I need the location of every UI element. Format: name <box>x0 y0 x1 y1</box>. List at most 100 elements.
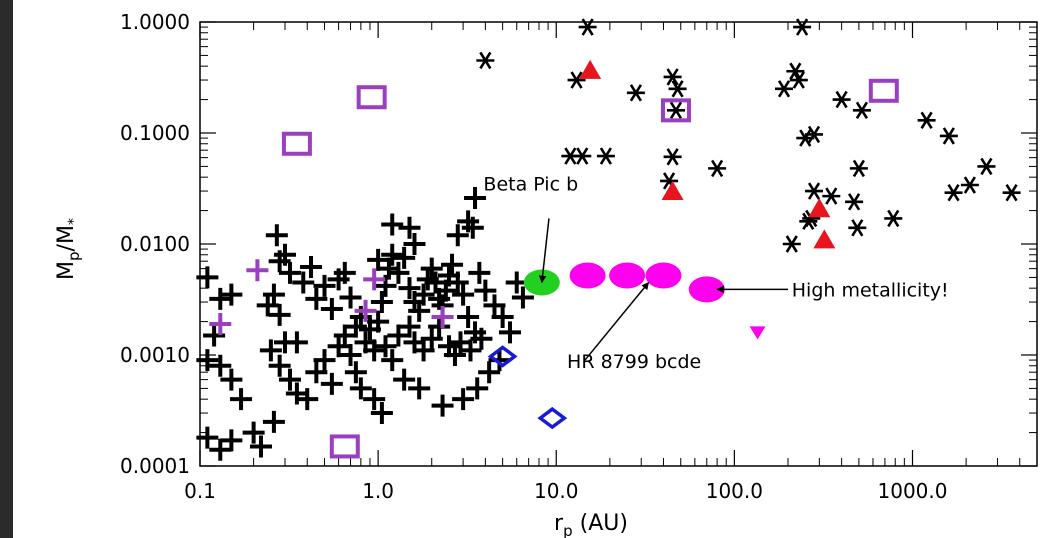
series-diamond <box>487 345 568 430</box>
star-point <box>1002 183 1021 202</box>
plus-point <box>230 388 253 411</box>
diamond-point <box>487 345 518 368</box>
square-point <box>281 131 312 156</box>
star-point <box>476 51 495 70</box>
plus-point <box>339 344 362 366</box>
plus-point <box>381 243 404 266</box>
plus-point <box>344 361 367 384</box>
plus-point <box>464 186 487 209</box>
star-point <box>668 80 687 98</box>
plus-point <box>443 344 466 366</box>
star-point <box>849 159 868 178</box>
plus-point <box>220 283 243 306</box>
plus-point <box>403 233 426 255</box>
triangle-down-point <box>749 326 766 340</box>
star-point <box>789 71 808 89</box>
circle-point <box>609 262 646 289</box>
plus-point <box>278 261 301 284</box>
square-point <box>660 98 691 123</box>
plus-point <box>262 410 285 433</box>
plus-point <box>203 324 226 347</box>
plus-point <box>268 250 291 273</box>
plus-point <box>209 438 232 461</box>
plus-point <box>412 283 435 306</box>
plus-point <box>428 315 451 338</box>
diamond-point <box>537 406 568 430</box>
star-point <box>573 147 592 165</box>
axis-labels: rp (AU) Mp/M* <box>54 218 628 538</box>
star-point <box>666 101 685 120</box>
y-tick-label: 0.0100 <box>120 232 190 256</box>
plus-point <box>441 253 464 276</box>
star-point <box>596 147 615 165</box>
annotations: Beta Pic b HR 8799 bcde High metallicity! <box>483 174 948 374</box>
plus-point <box>320 372 343 395</box>
star-point <box>786 62 805 80</box>
plus-point <box>393 246 416 269</box>
series-circle <box>569 262 725 303</box>
plus-point <box>446 224 469 247</box>
plus-point <box>209 313 232 336</box>
plus-point <box>381 349 404 372</box>
plus-point <box>370 291 393 314</box>
plus-point <box>313 274 336 297</box>
plus-point <box>431 305 454 328</box>
plus-point <box>459 339 482 362</box>
annotation-text: Beta Pic b <box>483 174 578 196</box>
x-tick-label: 1000.0 <box>878 479 948 503</box>
star-point <box>782 235 801 253</box>
square-point <box>356 85 387 110</box>
star-point <box>793 18 812 36</box>
axes: 0.1 1.0 10.0 100.0 1000.0 1.0000 0.1000 0.0100 0… <box>120 10 1038 503</box>
triangle-up-point <box>813 229 836 249</box>
star-point <box>663 148 682 166</box>
plus-point <box>431 394 454 417</box>
triangle-up-point <box>579 59 602 79</box>
annotation-text: HR 8799 bcde <box>567 351 701 373</box>
plus-point <box>339 286 362 309</box>
plus-point <box>491 305 514 328</box>
star-point <box>917 111 936 130</box>
plus-point <box>259 339 282 362</box>
plus-point <box>367 248 390 271</box>
star-point <box>578 18 597 36</box>
plus-point <box>387 261 410 284</box>
series-plus <box>209 259 454 336</box>
plus-point <box>374 274 397 297</box>
x-axis-label: rp (AU) <box>554 511 628 538</box>
plus-point <box>408 377 431 400</box>
y-axis-label: Mp/M* <box>54 218 83 280</box>
plus-point <box>470 327 493 350</box>
star-point <box>939 127 958 145</box>
series-triangle-down <box>749 326 766 340</box>
y-tick-label: 0.1000 <box>120 121 190 145</box>
triangle-up-point <box>808 198 831 218</box>
star-point <box>708 159 727 178</box>
circle-point <box>569 262 606 289</box>
star-point <box>822 187 841 205</box>
plus-point <box>393 368 416 391</box>
plus-point <box>249 435 272 458</box>
plus-point <box>420 327 443 350</box>
plot-frame <box>13 0 1052 538</box>
plus-point <box>381 213 404 236</box>
star-point <box>848 219 867 237</box>
plus-point <box>412 339 435 362</box>
star-point <box>960 176 979 194</box>
plus-point <box>370 402 393 425</box>
star-point <box>832 90 851 109</box>
plus-point <box>434 279 457 302</box>
plus-point <box>292 271 315 294</box>
plus-point <box>278 368 301 391</box>
plus-point <box>354 299 377 322</box>
plus-point <box>363 388 386 411</box>
plus-point <box>196 349 219 372</box>
series-triangle-up <box>579 59 836 249</box>
plus-point <box>452 388 475 411</box>
plus-point <box>209 287 232 310</box>
plus-point <box>488 349 511 372</box>
plus-point <box>483 294 506 317</box>
annotation-arrow <box>538 218 550 284</box>
plus-point <box>305 361 328 384</box>
